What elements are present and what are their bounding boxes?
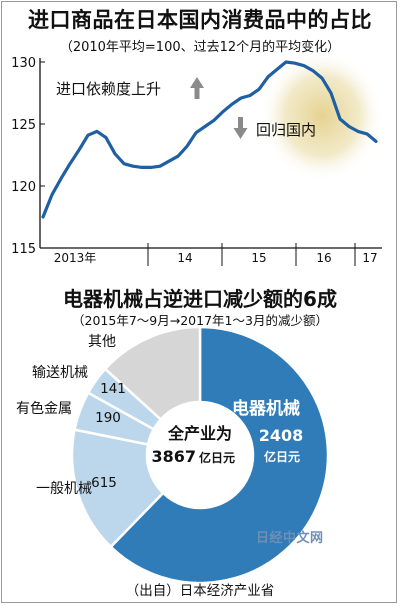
slice-value-2: 190 — [95, 410, 121, 426]
donut-chart — [70, 325, 330, 585]
donut-slice-0 — [109, 325, 330, 585]
donut-slice-1 — [70, 428, 165, 549]
y-tick-label: 120 — [11, 180, 36, 195]
watermark-text: 日经中文网 — [256, 531, 324, 546]
donut-total-value: 3867 — [151, 447, 196, 466]
x-tick-label: 16 — [316, 251, 331, 265]
slice-value-electrical: 2408 — [259, 426, 304, 445]
line-chart-title: 进口商品在日本国内消费品中的占比 — [28, 8, 372, 32]
decline-highlight — [260, 50, 384, 182]
slice-unit-electrical: 亿日元 — [264, 449, 300, 464]
arrow-down-icon — [233, 117, 248, 139]
donut-labels: 一般机械 615 有色金属 190 输送机械 141 其他 — [16, 334, 126, 497]
x-tick-label: 2013年 — [54, 251, 97, 265]
line-chart-subtitle: （2010年平均=100、过去12个月的平均变化） — [59, 40, 341, 55]
donut-total-label: 全产业为 — [167, 424, 232, 443]
slice-label-3: 输送机械 — [32, 365, 88, 381]
x-tick-label: 15 — [251, 251, 266, 265]
y-tick-label: 115 — [11, 242, 36, 257]
x-tick-label: 17 — [362, 251, 377, 265]
y-tick-label: 130 — [11, 56, 36, 71]
slice-value-1: 615 — [91, 475, 117, 491]
slice-label-electrical: 电器机械 — [232, 398, 300, 419]
line-series — [41, 60, 378, 219]
y-tick-label: 125 — [11, 118, 36, 133]
slice-label-1: 一般机械 — [36, 481, 92, 497]
arrow-up-icon — [190, 77, 204, 99]
donut-chart-subtitle: （2015年7～9月→2017年1～3月的减少额） — [72, 313, 328, 328]
line-chart-axes — [39, 58, 382, 249]
slice-value-3: 141 — [100, 381, 126, 397]
donut-total-unit: 亿日元 — [199, 450, 235, 465]
annotation-up-text: 进口依赖度上升 — [56, 80, 161, 98]
slice-label-2: 有色金属 — [16, 400, 72, 417]
donut-chart-title: 电器机械占逆进口减少额的6成 — [63, 287, 337, 311]
annotation-down-text: 回归国内 — [256, 121, 316, 139]
source-note: （出自）日本经济产业省 — [125, 583, 275, 599]
x-tick-label: 14 — [177, 251, 192, 265]
line-chart-ticks: 115 120 125 130 2013年 14 15 16 17 — [11, 56, 378, 266]
donut-slice-4 — [103, 325, 202, 422]
slice-label-4: 其他 — [88, 334, 116, 350]
